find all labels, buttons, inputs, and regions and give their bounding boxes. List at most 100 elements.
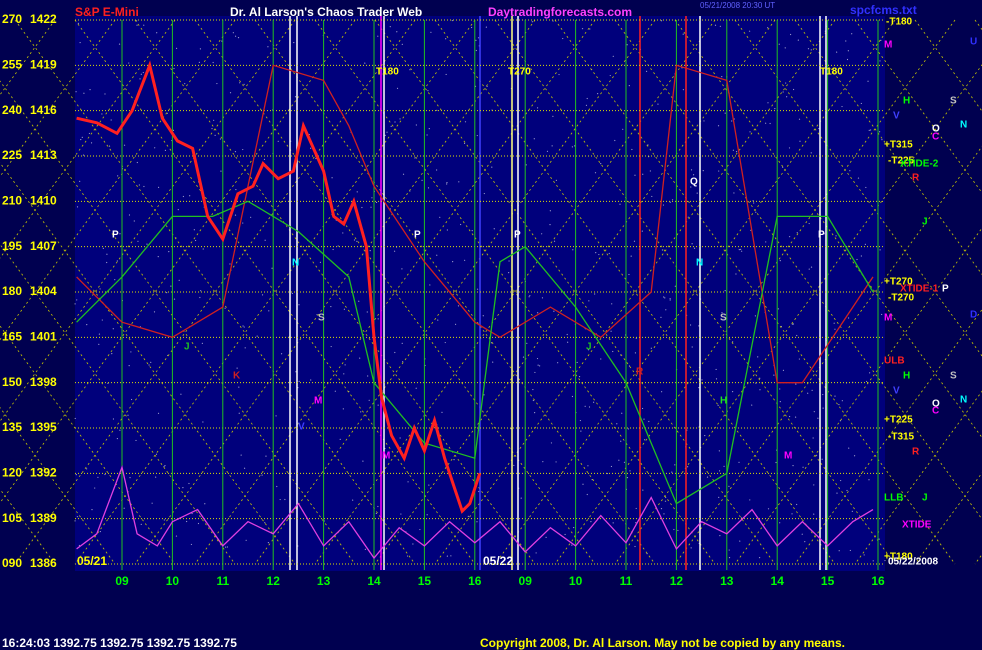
- annotation: J: [184, 342, 190, 353]
- dot: [773, 374, 775, 376]
- dot: [600, 163, 602, 165]
- dot: [779, 522, 781, 524]
- dot: [590, 521, 592, 523]
- dot: [513, 464, 515, 467]
- dot: [356, 240, 358, 243]
- dot: [546, 150, 549, 152]
- dot: [765, 122, 767, 124]
- dot: [579, 419, 581, 422]
- dot: [718, 170, 720, 172]
- annotation: V: [893, 111, 900, 122]
- dot: [777, 308, 779, 310]
- annotation: -T315: [888, 432, 915, 443]
- dot: [784, 47, 786, 49]
- dot: [401, 342, 403, 345]
- dot: [585, 104, 588, 106]
- dot: [135, 439, 137, 442]
- dot: [197, 522, 200, 525]
- website: Daytradingforecasts.com: [488, 5, 632, 19]
- dot: [587, 465, 589, 467]
- dot: [108, 145, 111, 147]
- dot: [330, 345, 332, 348]
- annotation: V: [298, 422, 305, 433]
- dot: [446, 555, 448, 557]
- dot: [377, 35, 379, 37]
- dot: [649, 170, 651, 172]
- dot: [414, 157, 416, 159]
- y-tick-label: 225: [2, 148, 22, 162]
- dot: [464, 259, 466, 261]
- dot: [118, 43, 121, 45]
- dot: [491, 166, 493, 168]
- dot: [564, 533, 566, 536]
- dot: [142, 71, 144, 74]
- dot: [813, 513, 815, 515]
- dot: [198, 61, 200, 63]
- dot: [588, 300, 590, 302]
- dot: [767, 27, 769, 29]
- dot: [595, 251, 597, 254]
- dot: [728, 549, 730, 551]
- dot: [838, 550, 840, 552]
- dot: [532, 388, 534, 391]
- dot: [508, 260, 510, 262]
- dot: [450, 555, 452, 557]
- dot: [630, 255, 632, 257]
- annotation: XTIDE-1: [900, 284, 939, 295]
- symbol: S&P E-Mini: [75, 5, 139, 19]
- dot: [341, 428, 343, 430]
- dot: [74, 303, 76, 305]
- dot: [153, 311, 156, 313]
- dot: [584, 405, 586, 407]
- dot: [485, 26, 487, 28]
- dot: [755, 211, 757, 213]
- dot: [261, 474, 263, 476]
- dot: [454, 323, 457, 325]
- dot: [598, 253, 600, 256]
- dot: [869, 129, 872, 131]
- annotation: M: [382, 451, 390, 462]
- dot: [828, 562, 830, 564]
- dot: [779, 401, 781, 403]
- dot: [816, 454, 818, 456]
- dot: [178, 279, 180, 281]
- dot: [782, 369, 785, 371]
- dot: [586, 493, 588, 496]
- dot: [112, 418, 115, 420]
- dot: [128, 62, 130, 64]
- x-tick-label: 11: [216, 574, 229, 588]
- annotation: V: [893, 386, 900, 397]
- dot: [358, 300, 360, 302]
- dot: [552, 115, 554, 117]
- dot: [104, 473, 106, 476]
- dot: [748, 30, 751, 32]
- dot: [715, 368, 717, 371]
- dot: [76, 299, 78, 301]
- dot: [310, 379, 312, 381]
- dot: [555, 179, 557, 182]
- dot: [271, 267, 273, 269]
- dot: [229, 92, 232, 94]
- dot: [817, 417, 819, 419]
- dot: [702, 169, 704, 172]
- dot: [691, 243, 693, 245]
- dot: [436, 109, 438, 111]
- dot: [789, 33, 792, 36]
- annotation: S: [318, 313, 325, 324]
- dot: [200, 290, 202, 292]
- dot: [370, 206, 372, 208]
- dot: [797, 39, 799, 41]
- annotation: R: [912, 173, 920, 184]
- dot: [319, 261, 322, 263]
- dot: [453, 459, 455, 461]
- y2-tick-label: 1389: [30, 511, 57, 525]
- dot: [633, 240, 636, 242]
- dot: [728, 485, 730, 487]
- dot: [525, 164, 527, 166]
- dot: [353, 239, 356, 241]
- dot: [664, 500, 667, 502]
- dot: [243, 326, 245, 328]
- dot: [759, 377, 761, 379]
- dot: [687, 466, 689, 468]
- dot: [791, 513, 793, 515]
